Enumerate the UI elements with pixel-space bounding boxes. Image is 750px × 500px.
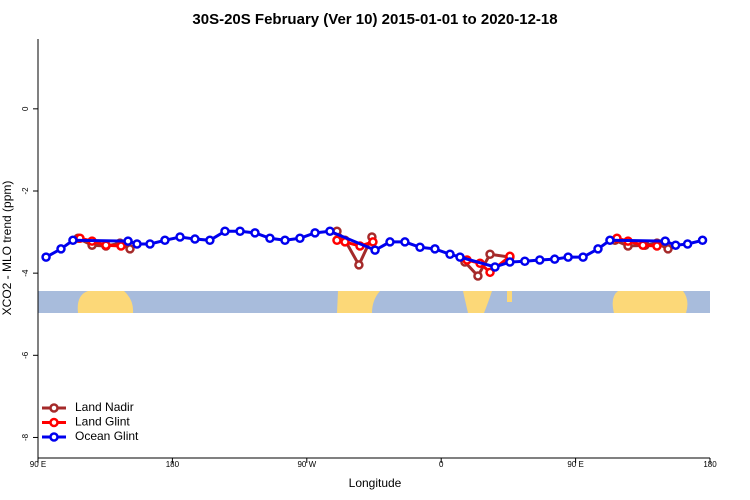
data-point bbox=[549, 254, 560, 264]
data-point bbox=[235, 226, 245, 236]
data-point bbox=[563, 252, 573, 262]
data-point bbox=[520, 256, 530, 266]
data-point bbox=[123, 236, 133, 246]
x-tick-label: 90 W bbox=[297, 460, 316, 469]
data-point bbox=[663, 244, 673, 254]
land-mask-strip bbox=[38, 291, 710, 313]
data-point bbox=[132, 239, 142, 249]
y-tick-label: -4 bbox=[21, 269, 30, 277]
data-point bbox=[265, 233, 275, 243]
data-point bbox=[280, 235, 290, 246]
data-point bbox=[145, 239, 155, 249]
data-point bbox=[332, 235, 342, 246]
legend-label: Ocean Glint bbox=[75, 429, 139, 443]
data-point bbox=[205, 235, 215, 246]
x-tick-label: 90 E bbox=[30, 460, 46, 469]
data-point bbox=[505, 257, 515, 267]
data-point bbox=[400, 237, 410, 247]
y-tick-label: -2 bbox=[21, 187, 30, 195]
data-point bbox=[56, 244, 66, 254]
y-axis-label: XCO2 - MLO trend (ppm) bbox=[0, 181, 14, 316]
data-point bbox=[415, 242, 425, 253]
data-point bbox=[354, 260, 364, 270]
series-line bbox=[79, 236, 658, 275]
x-tick-label: 180 bbox=[703, 460, 717, 469]
y-tick-label: -8 bbox=[21, 433, 30, 441]
data-point bbox=[385, 237, 395, 247]
data-point bbox=[430, 244, 440, 254]
y-tick-label: -6 bbox=[21, 351, 30, 359]
x-tick-label: 0 bbox=[439, 460, 444, 469]
data-point bbox=[116, 241, 126, 251]
data-point bbox=[101, 240, 111, 250]
legend-label: Land Nadir bbox=[75, 400, 134, 414]
data-point bbox=[578, 252, 588, 262]
chart-title: 30S-20S February (Ver 10) 2015-01-01 to … bbox=[192, 11, 557, 28]
data-point bbox=[125, 244, 135, 254]
data-point bbox=[370, 245, 380, 255]
data-point bbox=[670, 240, 681, 250]
data-point bbox=[160, 235, 170, 246]
data-point bbox=[535, 255, 545, 265]
data-point bbox=[68, 235, 78, 246]
data-point bbox=[295, 233, 305, 243]
legend-marker bbox=[49, 403, 59, 413]
data-point bbox=[660, 236, 670, 246]
data-point bbox=[638, 240, 648, 250]
data-point bbox=[325, 226, 335, 236]
data-point bbox=[368, 237, 378, 247]
legend-marker bbox=[49, 417, 59, 428]
data-point bbox=[310, 228, 320, 238]
legend-label: Land Glint bbox=[75, 415, 130, 429]
data-point bbox=[485, 249, 495, 260]
data-point bbox=[697, 235, 708, 246]
data-point bbox=[41, 252, 51, 262]
data-point bbox=[652, 241, 662, 251]
data-point bbox=[605, 235, 615, 246]
data-point bbox=[485, 267, 495, 278]
x-tick-label: 90 E bbox=[567, 460, 583, 469]
x-tick-label: 180 bbox=[166, 460, 180, 469]
data-point bbox=[445, 249, 455, 260]
data-point bbox=[473, 271, 483, 281]
legend-marker bbox=[49, 432, 59, 442]
data-point bbox=[220, 226, 230, 236]
data-point bbox=[455, 252, 465, 262]
data-point bbox=[682, 239, 693, 249]
data-point bbox=[175, 232, 185, 242]
data-point bbox=[190, 234, 200, 244]
data-point bbox=[593, 244, 603, 254]
y-tick-label: 0 bbox=[21, 106, 30, 111]
data-point bbox=[250, 228, 260, 238]
x-axis-label: Longitude bbox=[349, 476, 402, 490]
data-point bbox=[490, 262, 500, 272]
